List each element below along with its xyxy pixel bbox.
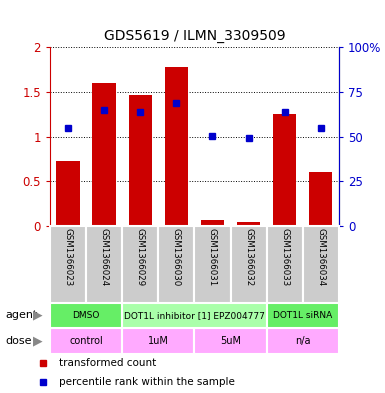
Bar [86,226,122,303]
Bar [237,222,260,226]
Text: control: control [69,336,103,346]
Bar [122,303,266,328]
Text: agent: agent [6,310,38,320]
Text: GSM1366033: GSM1366033 [280,228,289,286]
Text: GSM1366032: GSM1366032 [244,228,253,286]
Bar [50,226,86,303]
Text: ▶: ▶ [33,309,42,322]
Bar [201,220,224,226]
Text: DMSO: DMSO [72,311,100,320]
Bar [266,328,339,354]
Title: GDS5619 / ILMN_3309509: GDS5619 / ILMN_3309509 [104,29,285,43]
Bar [129,95,152,226]
Bar [50,328,122,354]
Bar [50,303,122,328]
Text: n/a: n/a [295,336,310,346]
Text: GSM1366034: GSM1366034 [316,228,325,286]
Bar [122,328,194,354]
Bar [165,67,188,226]
Text: ▶: ▶ [33,334,42,347]
Bar [231,226,266,303]
Bar [266,303,339,328]
Bar [122,226,158,303]
Bar [56,161,80,226]
Text: 1uM: 1uM [148,336,169,346]
Text: percentile rank within the sample: percentile rank within the sample [59,377,234,387]
Bar [194,328,266,354]
Text: transformed count: transformed count [59,358,156,367]
Bar [266,226,303,303]
Text: dose: dose [6,336,32,346]
Text: 5uM: 5uM [220,336,241,346]
Text: GSM1366029: GSM1366029 [136,228,145,286]
Text: GSM1366023: GSM1366023 [64,228,73,286]
Bar [92,83,116,226]
Bar [194,226,231,303]
Bar [309,172,333,226]
Text: GSM1366031: GSM1366031 [208,228,217,286]
Text: DOT1L siRNA: DOT1L siRNA [273,311,332,320]
Text: DOT1L inhibitor [1] EPZ004777: DOT1L inhibitor [1] EPZ004777 [124,311,265,320]
Bar [303,226,339,303]
Text: GSM1366024: GSM1366024 [100,228,109,286]
Bar [273,114,296,226]
Bar [158,226,194,303]
Text: GSM1366030: GSM1366030 [172,228,181,286]
